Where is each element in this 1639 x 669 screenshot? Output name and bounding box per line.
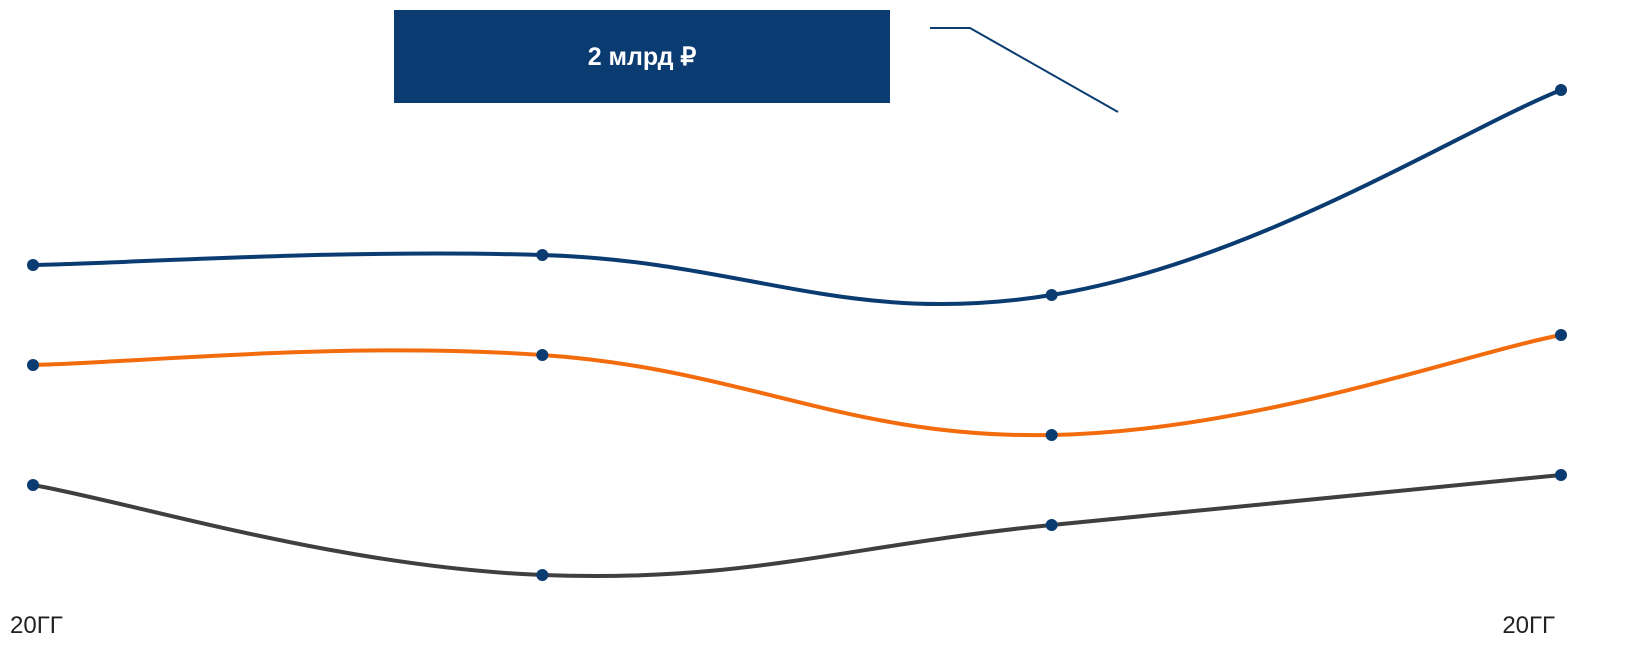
data-point-s1-p1 — [27, 259, 39, 271]
data-point-s1-p4 — [1555, 84, 1567, 96]
data-point-s1-p2 — [536, 249, 549, 261]
data-point-s1-p3 — [1045, 289, 1058, 301]
callout-box: 2 млрд ₽ — [394, 10, 890, 103]
series-line-2 — [31, 333, 1563, 438]
data-point-s2-p4 — [1555, 329, 1567, 341]
data-point-s3-p2 — [536, 569, 549, 581]
data-point-s3-p3 — [1045, 519, 1058, 531]
series-layer — [31, 88, 1563, 579]
data-point-s2-p1 — [27, 359, 39, 371]
x-tick-label-end: 20ГГ — [1502, 612, 1555, 639]
callout-leader-line — [930, 27, 1119, 113]
data-point-s3-p1 — [27, 479, 39, 491]
series-line-1 — [31, 88, 1563, 307]
data-point-s2-p2 — [536, 349, 549, 361]
data-point-s2-p3 — [1045, 429, 1058, 441]
callout-text: 2 млрд ₽ — [587, 42, 697, 71]
x-tick-label-start: 20ГГ — [10, 612, 63, 639]
data-point-s3-p4 — [1555, 469, 1567, 481]
marker-layer — [27, 84, 1567, 581]
series-line-3 — [31, 473, 1563, 579]
